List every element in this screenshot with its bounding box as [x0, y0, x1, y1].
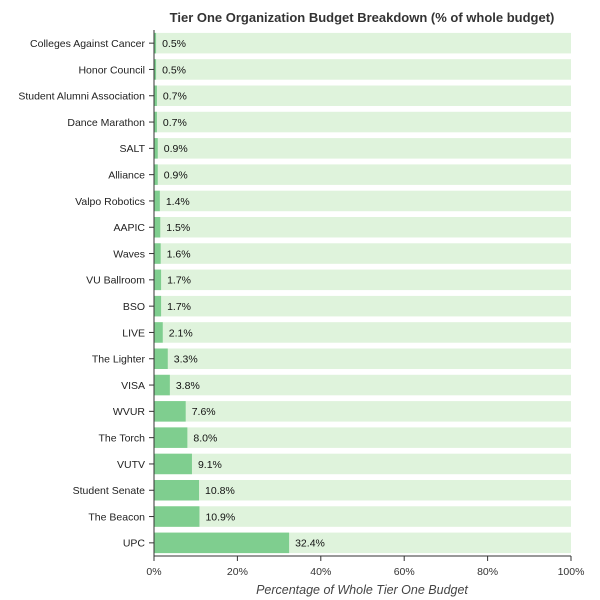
category-label: The Torch	[99, 432, 146, 444]
background-bar	[154, 506, 571, 527]
category-label: UPC	[123, 538, 146, 550]
bar	[154, 138, 158, 159]
value-label: 0.9%	[164, 169, 188, 181]
value-label: 32.4%	[295, 538, 325, 550]
category-label: WVUR	[113, 406, 145, 418]
background-bar	[154, 138, 571, 159]
bar	[154, 269, 162, 291]
background-bar	[154, 322, 571, 343]
x-tick-label: 20%	[227, 566, 248, 578]
background-bar	[154, 111, 571, 133]
background-bar	[154, 190, 571, 212]
value-label: 1.4%	[166, 196, 190, 208]
category-label: Dance Marathon	[67, 117, 145, 129]
x-tick-label: 60%	[394, 566, 415, 578]
background-bar	[154, 453, 571, 475]
x-axis: 0% 20% 40% 60% 80% 100%	[146, 555, 585, 578]
background-bar	[154, 295, 571, 317]
value-label: 1.7%	[167, 275, 191, 287]
x-tick-label: 80%	[477, 566, 498, 578]
category-label: Alliance	[108, 169, 145, 181]
value-labels: 0.5% 0.5% 0.7% 0.7% 0.9% 0.9% 1.4% 1.5% 1.6% 1.7%…	[162, 38, 325, 550]
bar	[154, 111, 157, 133]
chart-title: Tier One Organization Budget Breakdown (…	[170, 10, 555, 25]
value-label: 1.6%	[167, 248, 191, 260]
value-label: 7.6%	[192, 406, 216, 418]
bar	[154, 506, 200, 527]
value-label: 0.7%	[163, 91, 187, 103]
bar	[154, 85, 157, 107]
category-label: VUTV	[117, 459, 145, 471]
category-label: Honor Council	[78, 64, 145, 76]
bar	[154, 401, 186, 422]
background-bar	[154, 348, 571, 370]
category-label: Valpo Robotics	[75, 196, 145, 208]
category-label: AAPIC	[113, 222, 145, 234]
background-bar	[154, 374, 571, 396]
value-label: 0.5%	[162, 38, 186, 50]
bar	[154, 190, 160, 212]
background-bar	[154, 85, 571, 107]
background-bars	[154, 32, 571, 554]
value-label: 1.7%	[167, 301, 191, 313]
y-axis	[149, 30, 155, 556]
category-label: SALT	[120, 143, 146, 155]
category-label: Colleges Against Cancer	[30, 38, 145, 50]
category-label: VISA	[121, 380, 145, 392]
bar	[154, 164, 158, 185]
data-bars	[154, 32, 290, 554]
bar	[154, 295, 162, 317]
value-label: 0.5%	[162, 64, 186, 76]
value-label: 10.8%	[205, 485, 235, 497]
bar	[154, 427, 188, 448]
background-bar	[154, 269, 571, 291]
background-bar	[154, 59, 571, 80]
bar	[154, 348, 168, 370]
category-label: The Beacon	[88, 511, 145, 523]
bar	[154, 59, 157, 80]
x-tick-label: 100%	[558, 566, 585, 578]
value-label: 0.9%	[164, 143, 188, 155]
background-bar	[154, 32, 571, 54]
x-axis-title: Percentage of Whole Tier One Budget	[256, 583, 468, 597]
bar	[154, 32, 157, 54]
background-bar	[154, 427, 571, 448]
category-label: Waves	[113, 248, 145, 260]
category-labels: Colleges Against Cancer Honor Council Stud…	[18, 38, 145, 550]
value-label: 3.8%	[176, 380, 200, 392]
value-label: 9.1%	[198, 459, 222, 471]
background-bar	[154, 164, 571, 185]
value-label: 1.5%	[166, 222, 190, 234]
bar	[154, 216, 161, 238]
bar	[154, 374, 170, 396]
background-bar	[154, 479, 571, 501]
x-tick-label: 0%	[146, 566, 161, 578]
x-tick-label: 40%	[310, 566, 331, 578]
value-label: 3.3%	[174, 354, 198, 366]
background-bar	[154, 243, 571, 264]
category-label: Student Senate	[73, 485, 146, 497]
category-label: The Lighter	[92, 354, 146, 366]
bar	[154, 243, 161, 264]
bar	[154, 479, 200, 501]
category-label: BSO	[123, 301, 145, 313]
category-label: VU Ballroom	[86, 275, 145, 287]
bar	[154, 322, 163, 343]
background-bar	[154, 401, 571, 422]
category-label: LIVE	[122, 327, 145, 339]
value-label: 10.9%	[205, 511, 235, 523]
bar	[154, 453, 192, 475]
value-label: 0.7%	[163, 117, 187, 129]
bar	[154, 532, 290, 554]
category-label: Student Alumni Association	[18, 91, 145, 103]
value-label: 8.0%	[193, 432, 217, 444]
background-bar	[154, 216, 571, 238]
value-label: 2.1%	[169, 327, 193, 339]
